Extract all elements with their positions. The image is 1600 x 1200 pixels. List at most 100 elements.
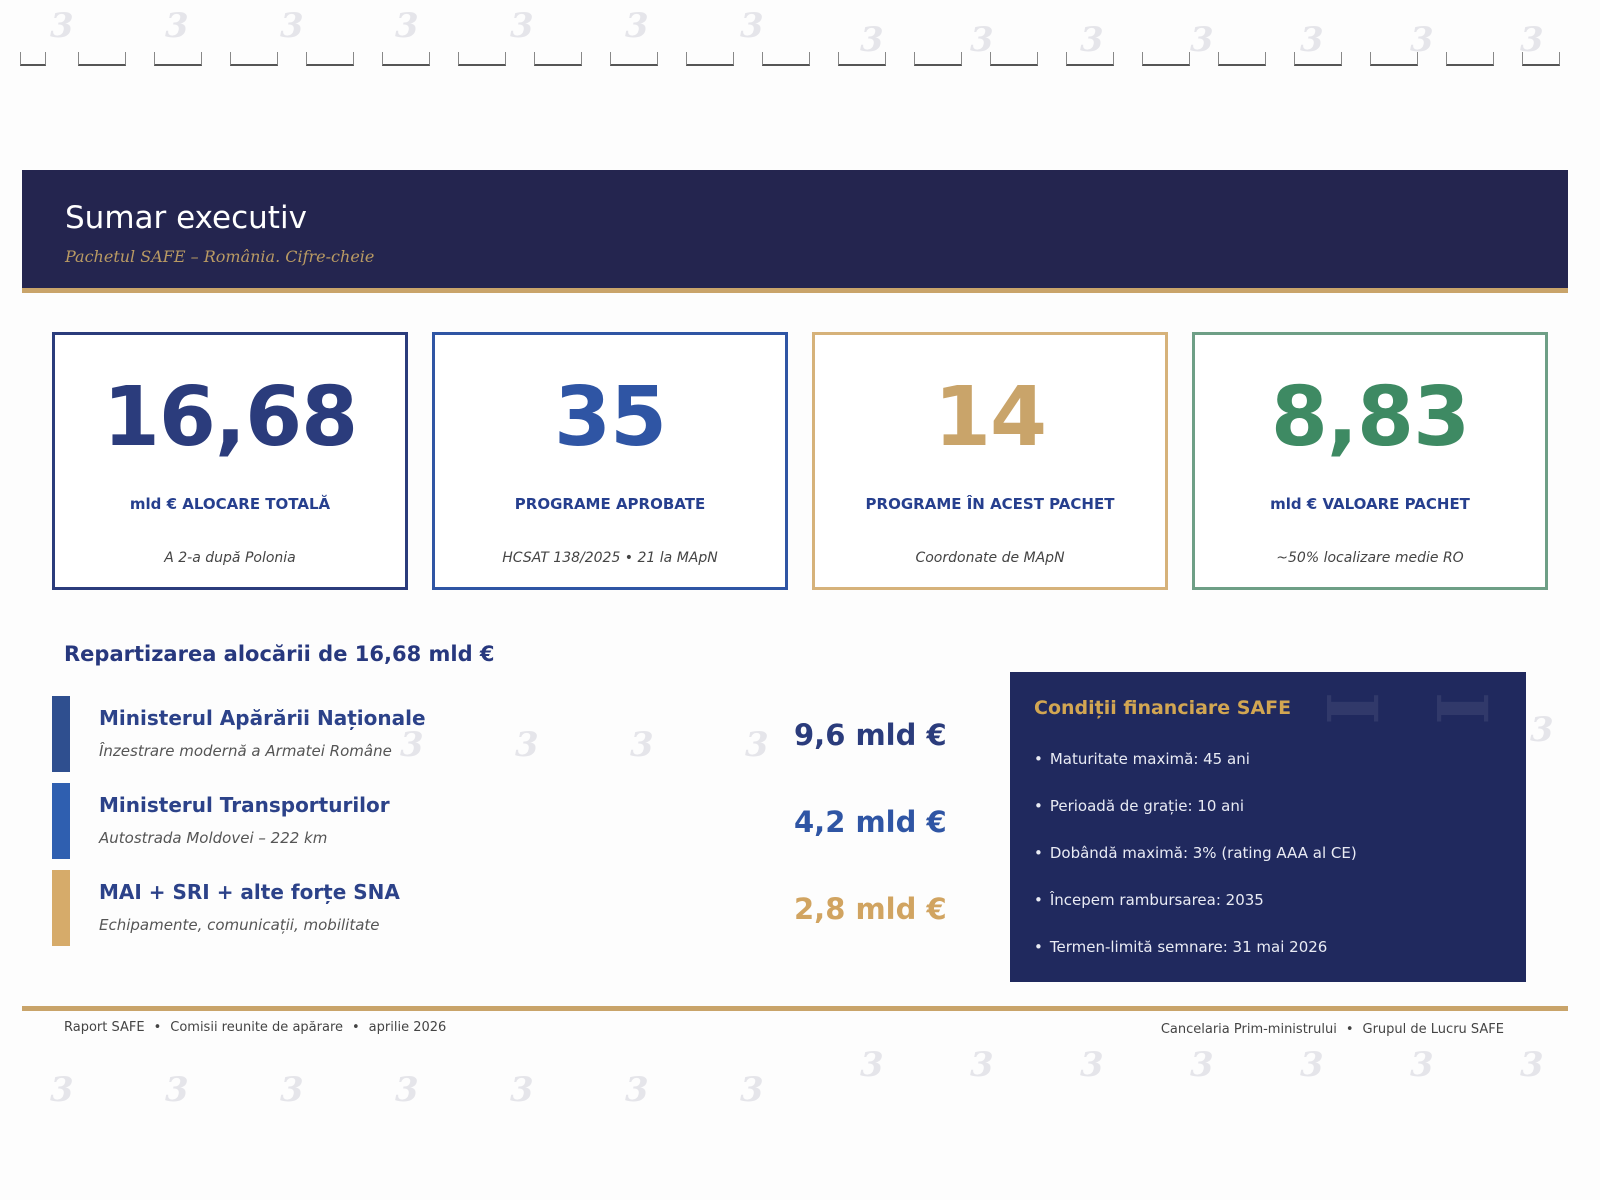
watermark-logo-icon: 3 [860,20,884,60]
watermark-logo-icon: 3 [740,6,764,46]
financial-conditions-list: Maturitate maximă: 45 ani Perioadă de gr… [1034,750,1357,985]
footer-left: Raport SAFE • Comisii reunite de apărare • a… [64,1020,446,1035]
financial-conditions-title: Condiții financiare SAFE [1034,697,1292,719]
watermark-logo-icon: 3 [50,1070,74,1110]
kpi-note: HCSAT 138/2025 • 21 la MApN [502,550,718,566]
allocation-color-bar [52,696,70,772]
footer-divider [22,1006,1568,1011]
footer-right: Cancelaria Prim-ministrului • Grupul de Lu… [1161,1022,1504,1037]
tab-mark [534,52,582,66]
allocation-amount: 2,8 mld € [794,892,947,926]
tab-mark [1066,52,1114,66]
watermark-logo-icon: 3 [1300,20,1324,60]
kpi-label: PROGRAME ÎN ACEST PACHET [865,495,1115,513]
watermark-logo-icon: 3 [1190,20,1214,60]
watermark-logo-icon: 3 [510,6,534,46]
allocation-row-transport: Ministerul Transporturilor Autostrada Mo… [52,783,947,859]
allocation-name: MAI + SRI + alte forțe SNA [99,880,400,904]
watermark-logo-icon: 3 [50,6,74,46]
tab-mark [838,52,886,66]
kpi-value: 16,68 [102,370,358,465]
footer-committee: Comisii reunite de apărare [170,1020,343,1035]
watermark-logo-icon: 3 [970,1045,994,1085]
tab-mark [1370,52,1418,66]
watermark-logo-icon: 3 [1530,710,1554,750]
kpi-label: mld € ALOCARE TOTALĂ [129,495,331,513]
watermark-logo-icon: 3 [1080,20,1104,60]
kpi-value: 35 [553,370,667,465]
page-subtitle: Pachetul SAFE – România. Cifre-cheie [65,247,375,266]
watermark-logo-icon: 3 [1190,1045,1214,1085]
kpi-card-approved-programs: 35 PROGRAME APROBATE HCSAT 138/2025 • 21… [432,332,788,590]
footer-group: Grupul de Lucru SAFE [1362,1022,1504,1037]
tab-mark [990,52,1038,66]
kpi-label: PROGRAME APROBATE [514,495,706,513]
tab-mark [914,52,962,66]
scan-tab-strip [20,44,1590,70]
tab-mark [230,52,278,66]
watermark-logo-icon: 3 [400,725,424,765]
kpi-value: 8,83 [1270,370,1470,465]
kpi-note: A 2-a după Polonia [164,550,296,566]
kpi-value: 14 [933,370,1047,465]
watermark-logo-icon: 3 [1520,20,1544,60]
watermark-logo-icon: 3 [165,6,189,46]
allocation-row-mapn: Ministerul Apărării Naționale Înzestrare… [52,696,947,772]
list-item: Perioadă de grație: 10 ani [1034,797,1357,844]
page-title: Sumar executiv [65,200,307,236]
allocation-row-mai-sri: MAI + SRI + alte forțe SNA Echipamente, … [52,870,947,946]
allocation-color-bar [52,783,70,859]
allocation-amount: 9,6 mld € [794,718,947,752]
tab-mark [686,52,734,66]
kpi-label: mld € VALOARE PACHET [1270,495,1470,513]
tab-mark [382,52,430,66]
tab-mark [458,52,506,66]
allocation-section-title: Repartizarea alocării de 16,68 mld € [64,642,495,666]
kpi-card-package-programs: 14 PROGRAME ÎN ACEST PACHET Coordonate d… [812,332,1168,590]
list-item: Maturitate maximă: 45 ani [1034,750,1357,797]
tab-mark [20,52,46,66]
kpi-note: Coordonate de MApN [915,550,1065,566]
kpi-note: ~50% localizare medie RO [1276,550,1464,566]
footer-office: Cancelaria Prim-ministrului [1160,1022,1337,1037]
tab-mark [1522,52,1560,66]
watermark-logo-icon: 3 [1520,1045,1544,1085]
list-item: Termen-limită semnare: 31 mai 2026 [1034,938,1357,985]
tab-mark [154,52,202,66]
tab-mark [78,52,126,66]
watermark-logo-icon: 3 [1080,1045,1104,1085]
financial-conditions-panel: I I Condiții financiare SAFE Maturitate … [1010,672,1526,982]
allocation-desc: Echipamente, comunicații, mobilitate [99,916,380,934]
tab-mark [610,52,658,66]
tab-mark [762,52,810,66]
panel-watermark-decoration: I [1420,692,1503,725]
allocation-color-bar [52,870,70,946]
tab-mark [306,52,354,66]
footer-date: aprilie 2026 [368,1020,447,1035]
footer-report-name: Raport SAFE [64,1020,145,1035]
watermark-logo-icon: 3 [970,20,994,60]
allocation-name: Ministerul Apărării Naționale [99,706,426,730]
watermark-logo-icon: 3 [510,1070,534,1110]
watermark-logo-icon: 3 [1410,1045,1434,1085]
footer-separator: • [352,1020,360,1035]
watermark-logo-icon: 3 [1300,1045,1324,1085]
watermark-logo-icon: 3 [1410,20,1434,60]
watermark-logo-icon: 3 [625,6,649,46]
tab-mark [1142,52,1190,66]
allocation-desc: Înzestrare modernă a Armatei Române [99,742,392,760]
watermark-logo-icon: 3 [630,725,654,765]
watermark-logo-icon: 3 [280,1070,304,1110]
kpi-card-total-allocation: 16,68 mld € ALOCARE TOTALĂ A 2-a după Po… [52,332,408,590]
panel-watermark-decoration: I [1310,692,1393,725]
kpi-card-package-value: 8,83 mld € VALOARE PACHET ~50% localizar… [1192,332,1548,590]
tab-mark [1294,52,1342,66]
title-banner: Sumar executiv Pachetul SAFE – România. … [22,170,1568,293]
watermark-logo-icon: 3 [280,6,304,46]
watermark-logo-icon: 3 [740,1070,764,1110]
watermark-logo-icon: 3 [395,6,419,46]
watermark-logo-icon: 3 [860,1045,884,1085]
tab-mark [1446,52,1494,66]
list-item: Începem rambursarea: 2035 [1034,891,1357,938]
watermark-logo-icon: 3 [745,725,769,765]
